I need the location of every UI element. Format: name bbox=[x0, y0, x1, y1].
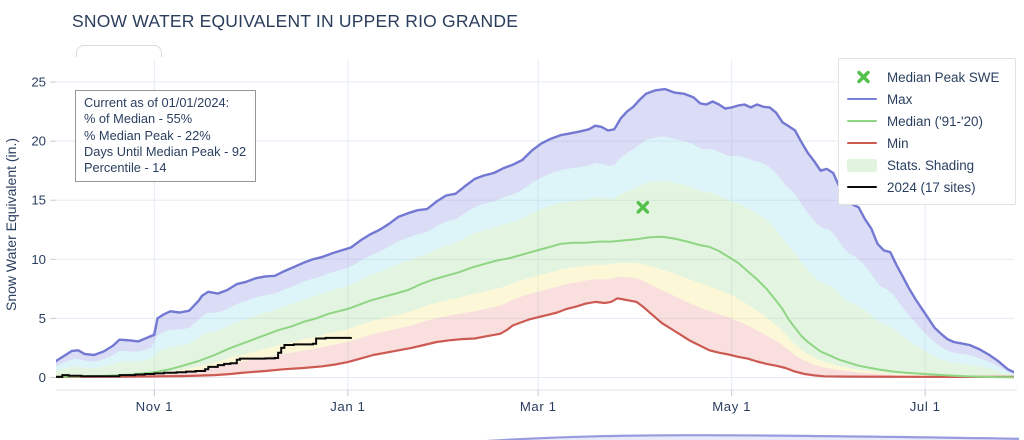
range-slider-preview[interactable] bbox=[486, 434, 1020, 440]
current-status-annotation: Current as of 01/01/2024: % of Median - … bbox=[75, 90, 257, 183]
legend-label-median-peak-swe: Median Peak SWE bbox=[887, 69, 1000, 85]
stats-shading-band-p90-p75 bbox=[56, 136, 1014, 376]
legend-item-2024-17-sites[interactable]: 2024 (17 sites) bbox=[847, 176, 1009, 198]
median-peak-marker bbox=[636, 200, 650, 214]
y-tick-label: 10 bbox=[31, 252, 46, 267]
x-tick-label: May 1 bbox=[712, 399, 751, 414]
min-line-swatch-icon bbox=[847, 141, 881, 145]
median-91-20-line-swatch-icon bbox=[847, 119, 881, 123]
legend-item-median-peak-swe[interactable]: Median Peak SWE bbox=[847, 66, 1009, 88]
legend-label-median-91-20: Median ('91-'20) bbox=[887, 113, 983, 129]
legend-label-min: Min bbox=[887, 135, 909, 151]
stats-shading-band-max-p90 bbox=[56, 89, 1014, 374]
legend-item-stats-shading[interactable]: Stats. Shading bbox=[847, 154, 1009, 176]
x-tick-label: Jul 1 bbox=[910, 399, 941, 414]
annotation-line-pct-median: % of Median - 55% bbox=[84, 111, 193, 127]
max-line bbox=[56, 87, 1014, 374]
y-tick-label: 5 bbox=[39, 311, 46, 326]
legend-item-median-91-20[interactable]: Median ('91-'20) bbox=[847, 110, 1009, 132]
stats-shading-swatch-icon bbox=[847, 158, 881, 172]
stats-shading-band-p25-p10 bbox=[56, 262, 1014, 378]
legend-item-max[interactable]: Max bbox=[847, 88, 1009, 110]
x-tick-label: Mar 1 bbox=[520, 399, 557, 414]
stats-shading-band-p10-min bbox=[56, 276, 1014, 378]
legend-label-stats-shading: Stats. Shading bbox=[887, 157, 975, 173]
partial-control-outline bbox=[76, 45, 162, 57]
swe-2024-line bbox=[56, 336, 352, 378]
annotation-line-current: Current as of 01/01/2024: bbox=[84, 95, 230, 110]
legend-label-max: Max bbox=[887, 91, 913, 107]
median-line bbox=[56, 235, 1014, 379]
page-title: SNOW WATER EQUIVALENT IN UPPER RIO GRAND… bbox=[72, 11, 519, 31]
x-tick-label: Jan 1 bbox=[330, 399, 365, 414]
annotation-line-days-until-peak: Days Until Median Peak - 92 bbox=[84, 143, 247, 159]
median-peak-x-icon bbox=[847, 70, 881, 84]
legend-label-2024-17-sites: 2024 (17 sites) bbox=[887, 179, 976, 195]
x-tick-label: Nov 1 bbox=[136, 399, 173, 414]
y-tick-label: 0 bbox=[39, 370, 46, 385]
max-line-swatch-icon bbox=[847, 97, 881, 101]
legend-item-min[interactable]: Min bbox=[847, 132, 1009, 154]
legend: Median Peak SWE Max Median ('91-'20) Min Sta… bbox=[838, 58, 1016, 205]
y-tick-label: 15 bbox=[31, 193, 46, 208]
range-slider-max-line bbox=[486, 434, 1020, 440]
annotation-line-pct-median-peak: % Median Peak - 22% bbox=[84, 127, 211, 143]
y-tick-label: 20 bbox=[31, 134, 46, 149]
2024-17-sites-line-swatch-icon bbox=[847, 185, 881, 189]
axes: Nov 1 Jan 1 Mar 1 May 1 Jul 1 0 5 10 15 20 25 Snow … bbox=[3, 75, 941, 415]
min-line bbox=[56, 297, 1014, 378]
annotation-line-percentile: Percentile - 14 bbox=[84, 160, 167, 176]
plot-layers bbox=[56, 87, 1014, 379]
y-tick-label: 25 bbox=[31, 75, 46, 90]
y-axis-title: Snow Water Equivalent (in.) bbox=[3, 138, 19, 311]
stats-shading-band-p75-p25 bbox=[56, 181, 1014, 378]
